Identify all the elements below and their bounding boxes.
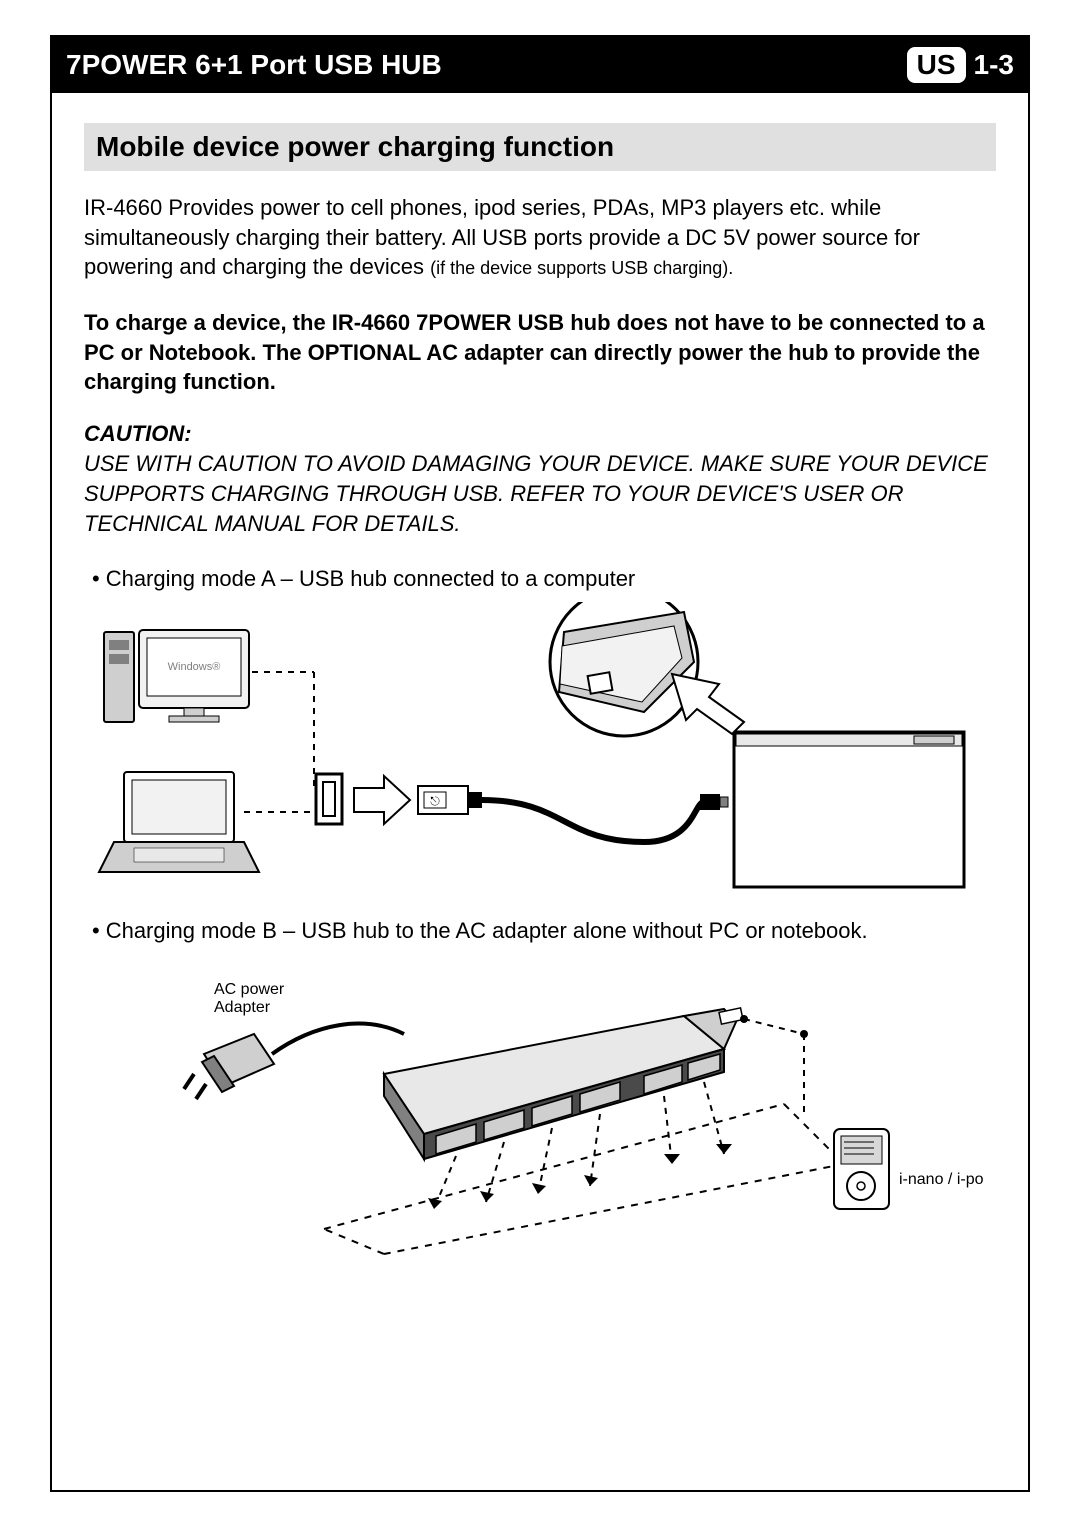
mini-plug-tip-icon: [720, 797, 728, 807]
mode-b-line: •Charging mode B – USB hub to the AC ada…: [92, 918, 996, 944]
mode-a-text: Charging mode A – USB hub connected to a…: [106, 566, 636, 591]
desktop-icon: Windows®: [104, 630, 249, 722]
header-title: 7POWER 6+1 Port USB HUB: [66, 49, 442, 81]
diagram-a-svg: Windows®: [84, 602, 984, 912]
ac-label-1: AC power: [214, 981, 285, 998]
cable-icon: [482, 800, 704, 842]
bullet-icon: •: [92, 918, 100, 943]
ipod-icon: [834, 1129, 889, 1209]
mini-plug-icon: [700, 794, 720, 810]
header-bar: 7POWER 6+1 Port USB HUB US 1-3: [52, 37, 1028, 93]
usb-hub-icon: [384, 1008, 743, 1159]
arrow-right-icon: [354, 776, 410, 824]
section-heading: Mobile device power charging function: [84, 123, 996, 171]
cable-icon: [272, 1024, 404, 1054]
device-slab-icon: [734, 732, 964, 887]
caution-body: USE WITH CAUTION TO AVOID DAMAGING YOUR …: [84, 449, 996, 538]
caution-label: CAUTION:: [84, 421, 996, 447]
monitor-label: Windows®: [168, 661, 221, 673]
region-badge: US: [907, 47, 966, 83]
page-number: 1-3: [974, 49, 1014, 81]
ipod-label: i-nano / i-pod: [899, 1171, 984, 1188]
ac-adapter-icon: [184, 1034, 274, 1099]
mode-b-text: Charging mode B – USB hub to the AC adap…: [106, 918, 868, 943]
ac-label-2: Adapter: [214, 999, 271, 1016]
content-area: Mobile device power charging function IR…: [52, 93, 1028, 1490]
connector-block-icon: [316, 774, 342, 824]
diagram-a: Windows®: [84, 602, 996, 912]
usb-plug-icon: ⎋: [418, 786, 482, 814]
diagram-b-svg: AC power Adapter: [84, 954, 984, 1264]
diagram-b: AC power Adapter: [84, 954, 996, 1264]
zoom-circle-icon: [550, 602, 698, 736]
dashed-plane: [324, 1104, 844, 1254]
page-border: 7POWER 6+1 Port USB HUB US 1-3 Mobile de…: [50, 35, 1030, 1492]
bullet-icon: •: [92, 566, 100, 591]
intro-small-text: (if the device supports USB charging).: [430, 258, 733, 278]
mode-a-line: •Charging mode A – USB hub connected to …: [92, 566, 996, 592]
laptop-icon: [99, 772, 259, 872]
arrow-to-zoom-icon: [672, 674, 744, 734]
svg-text:⎋: ⎋: [430, 794, 440, 808]
intro-paragraph: IR-4660 Provides power to cell phones, i…: [84, 193, 996, 282]
header-right: US 1-3: [907, 47, 1014, 83]
bold-paragraph: To charge a device, the IR-4660 7POWER U…: [84, 308, 996, 397]
